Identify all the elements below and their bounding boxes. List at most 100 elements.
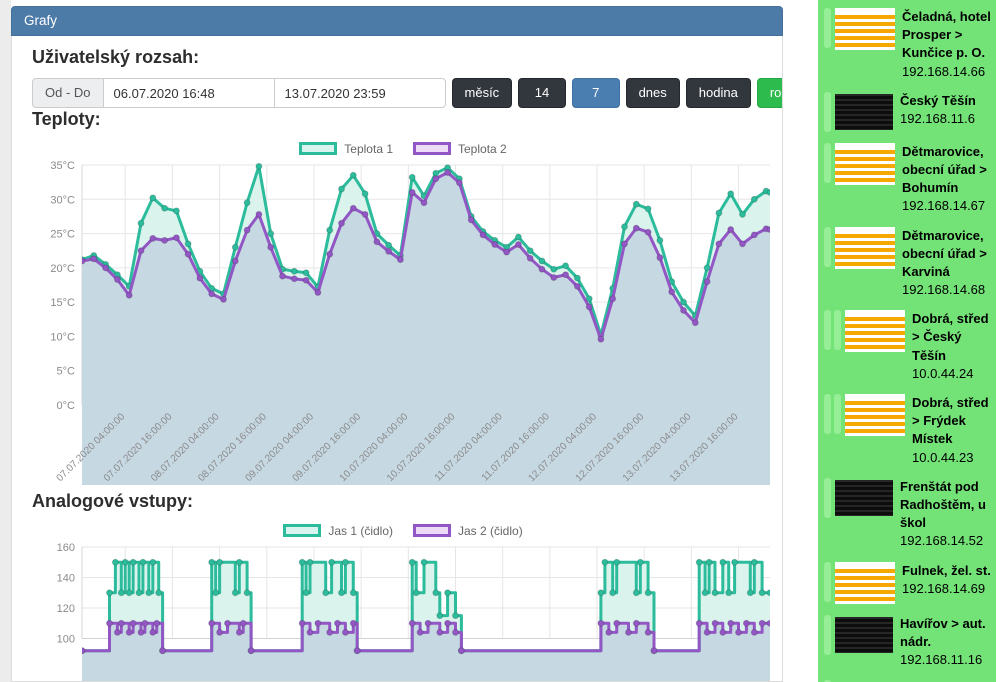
legend-swatch [299,142,338,155]
series-area-2 [82,172,770,485]
svg-text:100: 100 [57,634,75,646]
camera-text: Havířov > aut. nádr. 192.168.11.16 [900,615,992,670]
camera-indicator-bar [824,8,831,48]
camera-indicator-bar [824,477,831,518]
camera-indicator-bars [824,561,831,602]
camera-indicator-bars [824,614,831,655]
camera-indicator-bars [824,680,831,682]
camera-list-item[interactable]: Dobrá, střed > Český Těšín 10.0.44.24 [824,310,992,383]
camera-thumbnail[interactable] [835,616,893,653]
camera-indicator-bar [834,310,841,351]
camera-list-item[interactable]: Dětmarovice, obecní úřad > Karviná 192.16… [824,226,992,300]
chart-axis-labels: 100 120 140 160 [57,542,75,646]
camera-text: Dobrá, střed > Český Těšín 10.0.44.24 [912,310,992,383]
range-button-měsíc[interactable]: měsíc [451,78,513,108]
temperature-chart: 0°C 5°C 10°C 15°C 20°C 25°C 30°C 35°C 07.07.2020… [32,159,774,490]
svg-text:0°C: 0°C [57,400,76,412]
camera-thumbnail[interactable] [835,561,895,604]
camera-indicator-bar [824,91,831,132]
camera-text: Český Těšín 192.168.11.6 [900,92,976,128]
temperature-chart-legend: Teplota 1 Teplota 2 [32,140,774,157]
svg-text:10°C: 10°C [50,331,75,343]
camera-list-item[interactable]: Frenštát pod Radhoštěm, u škol 192.168.14… [824,477,992,551]
camera-title: Havířov > aut. nádr. [900,615,986,649]
chart-plot-area [82,162,770,485]
legend-item-jas-1-idlo-[interactable]: Jas 1 (čidlo) [283,524,393,538]
camera-thumbnail[interactable] [845,310,905,353]
camera-ip: 10.0.44.24 [912,365,974,381]
camera-text: Dětmarovice, obecní úřad > Bohumín 192.16… [902,143,992,216]
range-button-rozsah[interactable]: rozsah [756,78,782,108]
camera-indicator-bars [824,477,831,518]
camera-indicator-bars [824,226,831,267]
svg-text:30°C: 30°C [50,194,75,206]
camera-title: Dětmarovice, obecní úřad > Karviná [902,227,987,279]
analog-chart-legend: Jas 1 (čidlo) Jas 2 (čidlo) [32,522,774,539]
temperatures-heading: Teploty: [32,109,101,129]
camera-indicator-bar [824,226,831,267]
camera-thumbnail[interactable] [835,479,893,516]
camera-thumbnail[interactable] [845,394,905,436]
legend-swatch [283,524,322,537]
camera-title: Dobrá, střed > Český Těšín [912,311,989,363]
chart-plot-area [82,558,770,681]
camera-ip: 192.168.11.16 [900,651,983,667]
camera-list-item[interactable]: Fulnek, žel. st. 192.168.14.69 [824,561,992,604]
camera-indicator-bars [824,91,831,132]
svg-text:160: 160 [57,542,75,554]
series-line-2 [82,171,770,341]
user-range-heading: Uživatelský rozsah: [32,47,200,67]
camera-thumbnail[interactable] [835,142,895,185]
svg-text:15°C: 15°C [50,297,75,309]
camera-text: Dobrá, střed > Frýdek Místek 10.0.44.23 [912,394,992,467]
camera-indicator-bar [824,561,831,602]
camera-list-item[interactable]: Havířov > aut. nádr. 192.168.11.16 [824,614,992,670]
panel-header: Grafy [11,6,783,36]
camera-title: Český Těšín [900,92,976,108]
series-area-2 [82,623,770,681]
range-button-hodina[interactable]: hodina [685,78,751,108]
legend-item-teplota-1[interactable]: Teplota 1 [299,142,393,156]
camera-list-item[interactable]: Dětmarovice, obecní úřad > Bohumín 192.16… [824,142,992,216]
camera-title: Čeladná, hotel Prosper > Kunčice p. O. [902,9,991,61]
chart-1-svg: 100 120 140 160 [57,542,770,681]
camera-ip: 192.168.14.68 [902,282,986,298]
legend-label: Jas 2 (čidlo) [458,523,523,538]
legend-label: Teplota 2 [458,141,507,156]
camera-thumbnail[interactable] [835,8,895,50]
camera-thumbnail[interactable] [835,226,895,269]
from-to-label: Od - Do [32,78,104,108]
legend-item-teplota-2[interactable]: Teplota 2 [413,142,507,156]
camera-ip: 192.168.14.67 [902,198,986,214]
analog-inputs-heading: Analogové vstupy: [32,491,194,511]
camera-text: Frenštát pod Radhoštěm, u škol 192.168.14… [900,478,992,551]
series-markers-2 [82,619,770,655]
svg-text:140: 140 [57,573,75,585]
camera-text: Čeladná, hotel Prosper > Kunčice p. O. 19… [902,8,992,81]
camera-indicator-bars [824,8,831,48]
date-range-group: Od - Do [32,78,446,108]
date-to-input[interactable] [273,78,446,108]
legend-swatch [413,524,451,537]
camera-list-item[interactable]: Dobrá, střed > Frýdek Místek 10.0.44.23 [824,394,992,467]
grafy-panel: Grafy Uživatelský rozsah: Od - Do měsíc1… [11,6,783,682]
camera-list-item[interactable]: Český Těšín 192.168.11.6 [824,91,992,132]
panel-title: Grafy [24,13,58,28]
range-button-7-dnů[interactable]: 7 dnů [571,78,620,128]
range-button-14-dnů[interactable]: 14 dnů [518,78,566,128]
date-from-input[interactable] [102,78,275,108]
camera-list-item[interactable]: Čeladná, hotel Prosper > Kunčice p. O. 19… [824,8,992,81]
camera-ip: 10.0.44.23 [912,449,974,465]
camera-thumbnail[interactable] [835,93,893,130]
camera-text: Dětmarovice, obecní úřad > Karviná 192.16… [902,227,992,300]
camera-ip: 192.168.14.66 [902,63,986,79]
legend-item-jas-2-idlo-[interactable]: Jas 2 (čidlo) [413,524,523,538]
legend-swatch [413,142,451,155]
camera-title: Dětmarovice, obecní úřad > Bohumín [902,143,987,196]
range-button-dnes[interactable]: dnes [625,78,680,108]
camera-title: Fulnek, žel. st. [902,562,991,578]
camera-title: Frenštát pod Radhoštěm, u škol [900,478,986,531]
